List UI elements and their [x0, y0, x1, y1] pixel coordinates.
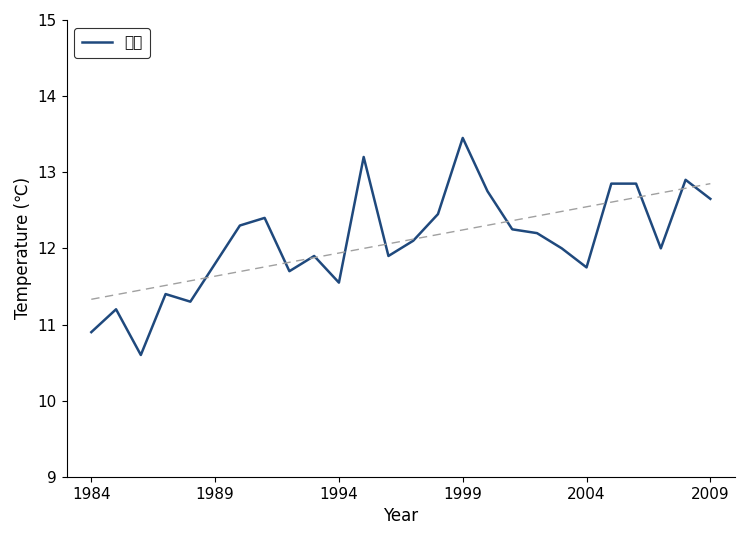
- 수원: [161, 291, 170, 298]
- 수원: [706, 196, 715, 202]
- X-axis label: Year: Year: [383, 507, 419, 525]
- 수원: [681, 177, 690, 183]
- 수원: [557, 245, 566, 252]
- 수원: [582, 264, 591, 271]
- 수원: [607, 181, 616, 187]
- 수원: [533, 230, 542, 237]
- 수원: [235, 222, 244, 229]
- Legend: 수원: 수원: [74, 27, 151, 58]
- Line: 수원: 수원: [91, 138, 710, 355]
- 수원: [136, 352, 145, 358]
- 수원: [112, 306, 121, 313]
- 수원: [360, 154, 369, 160]
- 수원: [334, 279, 343, 286]
- 수원: [309, 253, 318, 259]
- 수원: [210, 260, 219, 267]
- 수원: [285, 268, 294, 274]
- 수원: [631, 181, 640, 187]
- 수원: [409, 238, 418, 244]
- 수원: [656, 245, 665, 252]
- 수원: [260, 215, 269, 221]
- 수원: [186, 299, 195, 305]
- 수원: [87, 329, 96, 335]
- 수원: [434, 211, 443, 217]
- Y-axis label: Temperature (℃): Temperature (℃): [14, 177, 32, 320]
- 수원: [483, 188, 492, 195]
- 수원: [384, 253, 393, 259]
- 수원: [458, 135, 467, 141]
- 수원: [508, 226, 517, 232]
